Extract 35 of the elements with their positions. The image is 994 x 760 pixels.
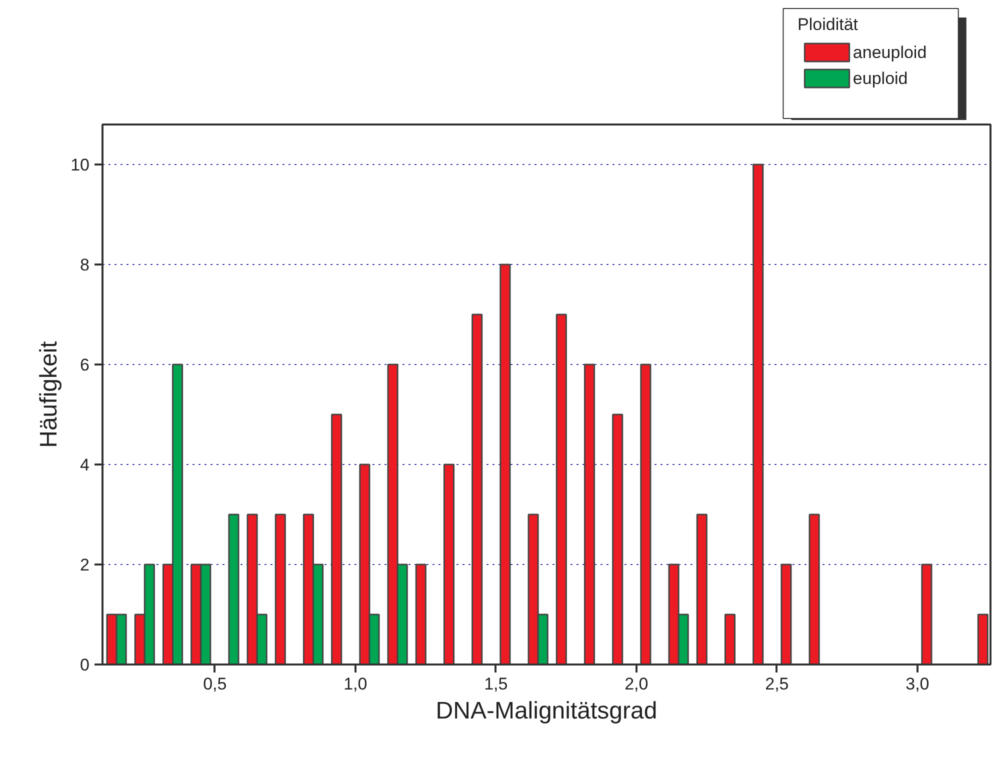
- bar: [584, 364, 596, 664]
- bar: [977, 614, 988, 664]
- bar: [780, 564, 792, 664]
- bar: [331, 414, 342, 664]
- y-tick-label: 10: [70, 156, 90, 174]
- bar: [274, 514, 286, 664]
- x-tick-label: 0,5: [203, 674, 227, 694]
- bar: [808, 514, 820, 664]
- bar: [612, 414, 624, 664]
- bar: [696, 514, 708, 664]
- bar: [500, 264, 511, 664]
- bar: [443, 464, 455, 664]
- legend-title: Ploidität: [798, 15, 858, 34]
- bar: [415, 564, 426, 664]
- bar: [724, 614, 736, 664]
- y-tick-label: 2: [80, 556, 90, 574]
- legend-label: euploid: [852, 69, 908, 88]
- x-tick-label: 2,0: [624, 674, 648, 694]
- bar: [752, 164, 764, 664]
- x-tick-label: 1,5: [484, 674, 508, 694]
- x-tick-label: 3,0: [906, 674, 930, 694]
- bar: [921, 564, 932, 664]
- y-tick-label: 6: [80, 356, 90, 374]
- y-tick-label: 8: [80, 256, 90, 274]
- bar: [472, 314, 483, 664]
- bar: [640, 364, 652, 664]
- y-axis-title: Häufigkeit: [36, 340, 63, 448]
- x-axis-title: DNA-Malignitätsgrad: [436, 698, 658, 724]
- x-tick-label: 1,0: [344, 674, 368, 694]
- y-tick-label: 0: [80, 656, 90, 674]
- x-tick-label: 2,5: [765, 674, 789, 694]
- bar: [228, 514, 240, 664]
- legend-label: aneuploid: [852, 43, 927, 62]
- y-tick-label: 4: [80, 456, 90, 474]
- bar: [556, 314, 567, 664]
